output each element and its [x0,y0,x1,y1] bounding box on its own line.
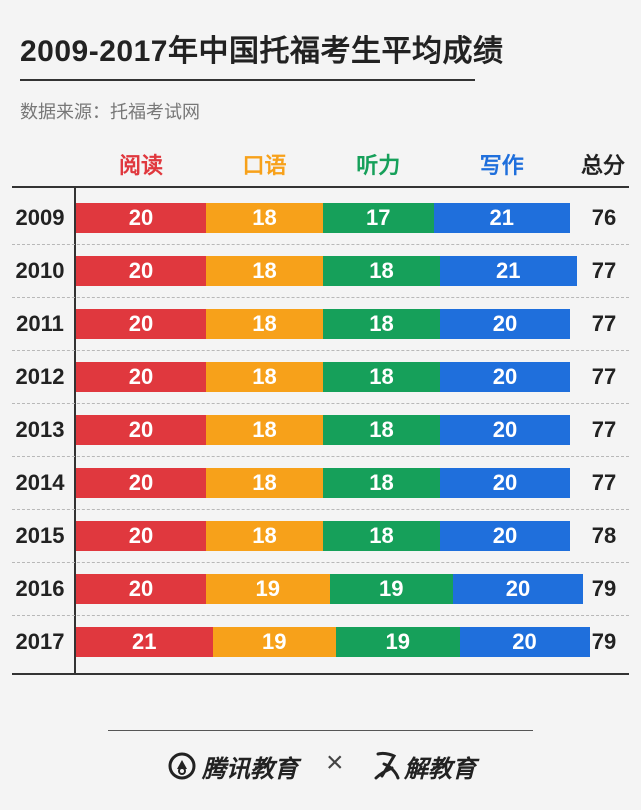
bar-segment: 20 [76,256,206,286]
bar-segment: 18 [206,362,323,392]
table-bottom-rule [12,673,629,675]
total-value: 77 [591,417,617,442]
bar-segment: 20 [440,362,570,392]
year-label: 2013 [15,417,65,442]
year-label: 2014 [15,470,65,495]
total-value: 78 [591,523,617,548]
tencent-education-logo-icon [168,752,196,780]
row-separator [12,456,629,457]
year-label: 2010 [15,258,65,283]
bar-segment: 21 [76,627,213,657]
bar-segment: 18 [323,309,440,339]
row-separator [12,350,629,351]
year-label: 2016 [15,576,65,601]
bar-segment: 18 [323,415,440,445]
total-value: 77 [591,258,617,283]
brand-left-name: 腾讯教育 [202,755,298,783]
bar-segment: 20 [440,468,570,498]
legend-item-3: 写作 [479,153,524,178]
year-label: 2015 [15,523,65,548]
bar-segment: 18 [206,468,323,498]
bar-segment: 17 [323,203,434,233]
bar-segment: 18 [206,256,323,286]
bar-segment: 20 [76,468,206,498]
bar-segment: 18 [323,256,440,286]
title-underline [20,79,475,81]
legend-item-1: 口语 [242,153,287,178]
bar-segment: 20 [440,309,570,339]
chart-title: 2009-2017年中国托福考生平均成绩 [20,35,504,68]
bar-segment: 21 [433,203,570,233]
brand-tencent-education: 腾讯教育 [168,748,298,784]
bar-segment: 20 [76,309,206,339]
bar-segment: 20 [453,574,583,604]
row-separator [12,403,629,404]
row-separator [12,562,629,563]
bar-segment: 20 [76,574,206,604]
row-separator [12,509,629,510]
total-value: 79 [591,576,617,601]
separator-times: × [326,746,344,779]
data-source: 数据来源：托福考试网 [20,102,200,122]
row-separator [12,615,629,616]
bar-segment: 19 [336,627,460,657]
total-value: 77 [591,364,617,389]
bar-segment: 21 [440,256,577,286]
brand-jie-education: 解教育 [372,748,476,784]
year-label: 2009 [15,205,65,230]
jie-education-logo-icon [374,751,400,780]
bar-segment: 20 [76,362,206,392]
footer-rule [108,730,533,731]
year-label: 2011 [16,311,64,336]
legend-item-0: 阅读 [118,153,164,178]
total-value: 76 [591,205,617,230]
table-top-rule [12,186,629,188]
bar-segment: 18 [323,362,440,392]
bar-segment: 20 [440,521,570,551]
year-label: 2017 [15,629,65,654]
bar-segment: 20 [76,521,206,551]
total-value: 77 [591,311,617,336]
bar-segment: 18 [206,203,323,233]
bar-segment: 19 [212,627,336,657]
bar-segment: 18 [206,415,323,445]
y-axis-line [74,188,76,673]
bar-segment: 18 [206,521,323,551]
year-label: 2012 [15,364,65,389]
legend-item-2: 听力 [356,153,401,178]
bar-segment: 19 [329,574,453,604]
bar-segment: 20 [76,203,206,233]
bar-segment: 18 [206,309,323,339]
total-value: 79 [591,629,617,654]
bar-segment: 20 [440,415,570,445]
bar-segment: 18 [323,468,440,498]
bar-segment: 19 [206,574,330,604]
row-separator [12,244,629,245]
bar-segment: 20 [459,627,590,657]
totals-header: 总分 [580,153,626,178]
brand-right-name: 解教育 [404,755,476,783]
bar-segment: 20 [76,415,206,445]
bar-segment: 18 [323,521,440,551]
row-separator [12,297,629,298]
total-value: 77 [591,470,617,495]
